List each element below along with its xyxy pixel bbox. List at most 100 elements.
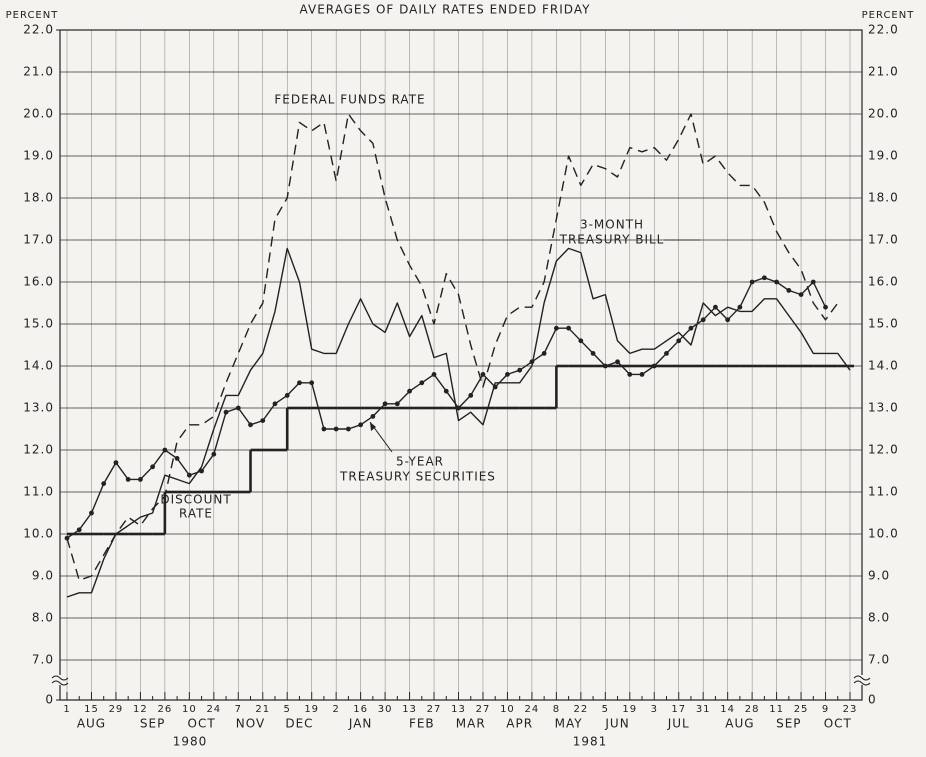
data-point (688, 325, 694, 331)
x-tick-label: 16 (353, 704, 368, 715)
data-point (700, 317, 706, 323)
data-point (553, 325, 559, 331)
y-axis-label: PERCENT (6, 10, 59, 21)
y-tick-label: 19.0 (23, 149, 54, 163)
month-label: JUL (667, 717, 690, 731)
y2-tick-label: 8.0 (868, 611, 890, 625)
x-tick-label: 24 (525, 704, 540, 715)
data-point (505, 372, 510, 377)
data-point (321, 426, 327, 432)
x-tick-label: 23 (843, 704, 858, 715)
month-label: JUN (604, 717, 629, 731)
data-point (113, 460, 119, 465)
data-point (174, 456, 180, 461)
month-label: OCT (188, 717, 216, 731)
x-tick-label: 8 (553, 704, 560, 715)
y-tick-label: 17.0 (23, 233, 54, 247)
data-point (125, 477, 131, 482)
y-tick-label: 10.0 (23, 527, 54, 541)
x-tick-label: 1 (63, 704, 70, 715)
data-point (725, 317, 731, 323)
y-tick-label: 16.0 (23, 275, 54, 289)
month-label: AUG (77, 717, 106, 731)
y2-tick-label: 7.0 (868, 653, 890, 667)
data-point (260, 418, 266, 423)
x-tick-label: 25 (794, 704, 809, 715)
x-tick-label: 14 (720, 704, 735, 715)
y-tick-label: 9.0 (32, 569, 54, 583)
data-point (639, 372, 645, 377)
month-label: JAN (348, 717, 373, 731)
month-label: OCT (824, 717, 852, 731)
y2-tick-label: 9.0 (868, 569, 890, 583)
data-point (407, 388, 412, 394)
month-label: AUG (725, 717, 754, 731)
data-point (345, 426, 351, 432)
chart-title: AVERAGES OF DAILY RATES ENDED FRIDAY (300, 3, 591, 17)
y2-tick-label: 14.0 (868, 359, 899, 373)
data-point (297, 380, 302, 386)
month-label: MAY (555, 717, 583, 731)
x-tick-label: 27 (476, 704, 491, 715)
y2-tick-label: 19.0 (868, 149, 899, 163)
annotation: 3-MONTH (580, 218, 644, 232)
y2-tick-label: 20.0 (868, 107, 899, 121)
data-point (394, 401, 400, 407)
y2-tick-label: 17.0 (868, 233, 899, 247)
data-point (810, 279, 816, 285)
x-tick-label: 15 (84, 704, 99, 715)
annotation: RATE (179, 507, 213, 521)
data-point (150, 464, 156, 470)
x-tick-label: 5 (284, 704, 291, 715)
data-point (737, 304, 743, 310)
x-tick-label: 22 (573, 704, 588, 715)
data-point (615, 359, 620, 365)
data-point (211, 451, 217, 457)
data-point (492, 384, 498, 390)
x-tick-label: 30 (378, 704, 393, 715)
y-tick-label: 20.0 (23, 107, 54, 121)
x-tick-label: 17 (671, 704, 686, 715)
data-point (284, 393, 290, 398)
data-point (627, 372, 633, 377)
x-tick-label: 10 (500, 704, 515, 715)
y-tick-label: 11.0 (23, 485, 54, 499)
x-tick-label: 26 (158, 704, 173, 715)
data-point (664, 351, 669, 356)
axis-break (853, 675, 871, 686)
y2-tick-label: 18.0 (868, 191, 899, 205)
month-label: SEP (776, 717, 801, 731)
x-tick-label: 2 (332, 704, 339, 715)
data-point (248, 422, 253, 428)
data-point (823, 304, 828, 310)
data-point (590, 351, 596, 356)
y-tick-label: 21.0 (23, 65, 54, 79)
data-point (517, 367, 523, 373)
x-tick-label: 19 (622, 704, 637, 715)
data-point (480, 372, 486, 377)
data-point (761, 275, 767, 281)
data-point (541, 351, 547, 356)
month-label: NOV (236, 717, 265, 731)
data-point (76, 527, 82, 533)
data-point (333, 426, 339, 432)
data-point (358, 422, 364, 428)
data-point (713, 304, 718, 310)
x-tick-label: 28 (745, 704, 760, 715)
data-point (64, 535, 70, 541)
x-tick-label: 3 (651, 704, 658, 715)
data-point (419, 380, 425, 386)
y-tick-label: 14.0 (23, 359, 54, 373)
y-tick-label: 12.0 (23, 443, 54, 457)
y2-tick-label: 21.0 (868, 65, 899, 79)
data-point (798, 292, 804, 297)
month-label: APR (506, 717, 533, 731)
data-point (774, 279, 779, 285)
data-point (370, 414, 376, 419)
x-tick-label: 11 (769, 704, 784, 715)
year-label: 1980 (173, 735, 208, 749)
y2-tick-label: 10.0 (868, 527, 899, 541)
y-tick-label: 0 (45, 693, 54, 707)
axis-break-gap (854, 675, 870, 685)
annotation: TREASURY BILL (559, 233, 665, 247)
